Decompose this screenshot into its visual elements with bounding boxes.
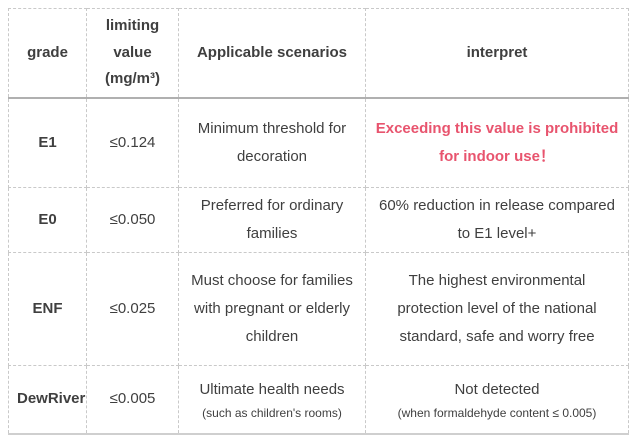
cell-text-line: The highest environmental	[408, 272, 586, 290]
cell-text-line: decoration	[236, 147, 308, 165]
cell-enf-limit: ≤0.025	[86, 252, 179, 366]
table-row-e1: E1 ≤0.124 Minimum threshold for decorati…	[8, 97, 629, 188]
cell-note-line: (when formaldehyde content ≤ 0.005)	[397, 406, 597, 421]
cell-text-line: to E1 level+	[457, 225, 537, 242]
cell-text-line: for indoor use！	[439, 147, 555, 165]
header-applicable-scenarios: Applicable scenarios	[178, 8, 366, 99]
header-grade: grade	[8, 8, 87, 99]
cell-e0-interpret: 60% reduction in release compared to E1 …	[365, 187, 629, 253]
cell-enf-interpret: The highest environmental protection lev…	[365, 252, 629, 366]
cell-text-line: Must choose for families	[191, 272, 353, 290]
table-row-dewriver: DewRiver ≤0.005 Ultimate health needs (s…	[8, 365, 629, 435]
cell-text-line: Not detected	[454, 381, 540, 399]
cell-e1-grade: E1	[8, 97, 87, 188]
cell-text-line: 60% reduction in release compared	[379, 197, 615, 215]
cell-dewriver-limit: ≤0.005	[86, 365, 179, 435]
cell-text-line: with pregnant or elderly	[194, 300, 350, 318]
table-header-row: grade limiting value (mg/m³) Applicable …	[8, 8, 629, 99]
cell-e0-scenario: Preferred for ordinary families	[178, 187, 366, 253]
cell-dewriver-grade: DewRiver	[8, 365, 87, 435]
cell-e0-grade: E0	[8, 187, 87, 253]
cell-text-line: children	[245, 327, 299, 345]
header-limit-line: (mg/m³)	[105, 69, 160, 87]
cell-note-line: (such as children's rooms)	[202, 406, 342, 421]
cell-dewriver-interpret: Not detected (when formaldehyde content …	[365, 365, 629, 435]
cell-enf-scenario: Must choose for families with pregnant o…	[178, 252, 366, 366]
cell-e1-scenario: Minimum threshold for decoration	[178, 97, 366, 188]
table-row-enf: ENF ≤0.025 Must choose for families with…	[8, 252, 629, 366]
cell-e1-limit: ≤0.124	[86, 97, 179, 188]
grade-comparison-table: grade limiting value (mg/m³) Applicable …	[8, 8, 629, 435]
cell-enf-grade: ENF	[8, 252, 87, 366]
header-limiting-value: limiting value (mg/m³)	[86, 8, 179, 99]
cell-text-line: standard, safe and worry free	[399, 327, 595, 345]
cell-dewriver-scenario: Ultimate health needs (such as children'…	[178, 365, 366, 435]
cell-text-line: Exceeding this value is prohibited	[375, 120, 619, 137]
header-interpret: interpret	[365, 8, 629, 99]
cell-text-line: families	[246, 225, 298, 242]
cell-text-line: Minimum threshold for	[197, 120, 347, 137]
cell-text-line: Preferred for ordinary	[200, 197, 344, 215]
header-limit-line: value	[113, 43, 152, 61]
cell-e0-limit: ≤0.050	[86, 187, 179, 253]
cell-text-line: protection level of the national	[397, 300, 597, 318]
header-limit-line: limiting	[105, 17, 160, 35]
cell-e1-interpret: Exceeding this value is prohibited for i…	[365, 97, 629, 188]
cell-text-line: Ultimate health needs	[199, 381, 345, 399]
table-row-e0: E0 ≤0.050 Preferred for ordinary familie…	[8, 187, 629, 253]
